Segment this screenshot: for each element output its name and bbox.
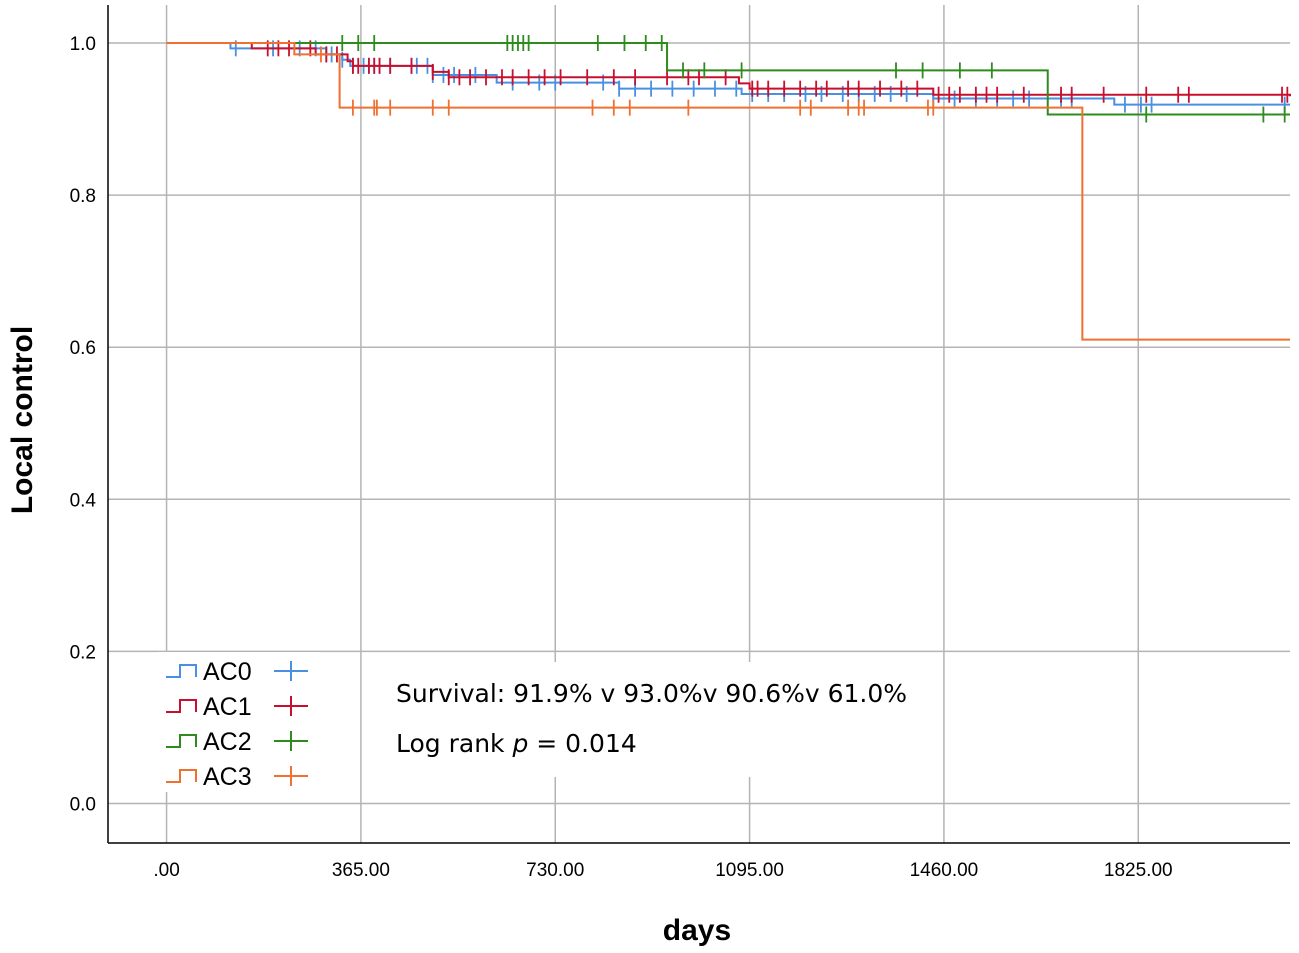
y-tick-label: 0.4 [70,490,97,511]
legend-item-ac0: AC0 [166,658,308,686]
y-tick-labels: 0.0 0.2 0.4 0.6 0.8 1.0 [70,34,97,815]
x-tick-label: 730.00 [526,860,584,881]
x-axis-title: days [663,914,731,947]
y-tick-label: 0.2 [70,642,96,663]
survival-annotation: Survival: 91.9% v 93.0%v 90.6%v 61.0% [396,679,907,708]
legend-item-ac2: AC2 [166,728,308,756]
logrank-prefix: Log rank [396,729,512,758]
y-tick-label: 0.8 [70,186,96,207]
x-tick-label: 365.00 [332,860,390,881]
x-tick-label: 1095.00 [715,860,784,881]
legend-label: AC3 [203,763,252,791]
y-tick-label: 0.6 [70,338,96,359]
legend-item-ac3: AC3 [166,763,308,791]
plot-frame [107,5,1290,844]
y-tick-label: 1.0 [70,34,96,55]
legend-label: AC0 [203,658,252,686]
legend-label: AC2 [203,728,252,756]
legend-item-ac1: AC1 [166,693,308,721]
y-tick-label: 0.0 [70,794,96,815]
x-tick-label: 1460.00 [910,860,979,881]
series-ac2 [166,35,1290,123]
km-line-ac3 [166,42,1290,341]
logrank-p: p [511,729,528,758]
legend-line-symbol [166,664,197,678]
logrank-value: = 0.014 [528,729,636,758]
annotation-background [386,662,926,777]
km-line-ac2 [166,42,1290,116]
legend-background [158,652,320,792]
series-ac3 [166,42,1290,341]
logrank-annotation: Log rank p = 0.014 [396,729,637,758]
legend-label: AC1 [203,693,252,721]
series-layer [166,35,1291,341]
legend-line-symbol [166,769,197,783]
legend: AC0 AC1 AC2 AC3 [158,652,320,792]
x-tick-label: 1825.00 [1104,860,1173,881]
x-tick-labels: .00 365.00 730.00 1095.00 1460.00 1825.00 [153,860,1172,881]
y-axis-title: Local control [6,326,39,514]
legend-line-symbol [166,734,197,748]
legend-line-symbol [166,699,197,713]
x-tick-label: .00 [153,860,179,881]
series-ac1 [166,40,1291,103]
